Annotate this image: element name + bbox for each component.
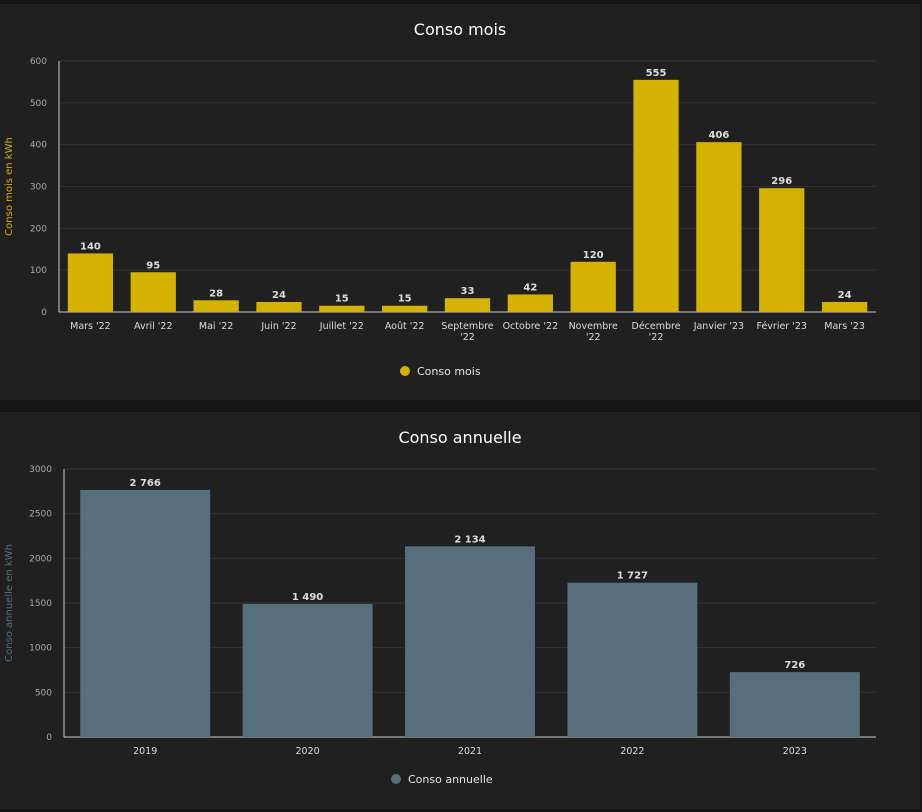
legend-label: Conso mois [417, 365, 481, 378]
y-tick-label: 400 [30, 141, 47, 151]
y-tick-label: 1000 [29, 644, 52, 654]
x-tick-label: Décembre [632, 321, 681, 332]
y-tick-label: 0 [41, 308, 47, 318]
data-label: 24 [272, 290, 286, 301]
y-tick-label: 2000 [29, 554, 52, 564]
data-label: 33 [461, 286, 475, 297]
chart-title: Conso mois [414, 20, 506, 39]
data-label: 406 [708, 130, 729, 141]
x-tick-label: Janvier '23 [693, 321, 744, 332]
data-label: 296 [771, 176, 792, 187]
monthly-chart-panel: Conso mois Conso mois en kWh 0 100 200 300 400… [0, 4, 920, 400]
y-axis-label: Conso annuelle en kWh [4, 544, 15, 662]
bar[interactable] [821, 301, 868, 312]
bar[interactable] [80, 489, 211, 737]
x-tick-label: Juin '22 [260, 321, 296, 332]
data-label: 140 [80, 241, 101, 252]
bar[interactable] [633, 79, 679, 312]
x-tick-label: '22 [649, 332, 664, 343]
y-tick-label: 3000 [29, 465, 52, 475]
data-label: 555 [646, 68, 667, 79]
x-tick-label: 2019 [133, 746, 157, 757]
legend-label: Conso annuelle [408, 773, 493, 786]
x-tick-label: 2022 [620, 746, 644, 757]
data-label: 15 [398, 294, 412, 305]
y-tick-label: 500 [30, 99, 47, 109]
data-label: 24 [838, 290, 852, 301]
y-tick-label: 1500 [29, 599, 52, 609]
bar[interactable] [67, 253, 114, 312]
x-tick-label: Avril '22 [134, 321, 172, 332]
bar[interactable] [696, 142, 742, 312]
x-tick-label: Août '22 [385, 321, 425, 332]
x-tick-label: 2021 [458, 746, 482, 757]
legend-item[interactable]: Conso mois [400, 365, 481, 378]
x-tick-label: Juillet '22 [319, 321, 364, 332]
x-tick-label: Février '23 [757, 321, 807, 332]
legend-marker [400, 366, 410, 376]
data-label: 1 727 [617, 571, 648, 582]
bar[interactable] [242, 603, 373, 737]
data-label: 95 [146, 260, 160, 271]
bar[interactable] [382, 305, 428, 312]
legend-item[interactable]: Conso annuelle [391, 773, 493, 786]
y-tick-label: 500 [35, 688, 52, 698]
y-tick-label: 0 [46, 733, 52, 743]
x-tick-label: '22 [460, 332, 475, 343]
yearly-chart: Conso annuelle Conso annuelle en kWh 0 500 1… [4, 428, 876, 786]
x-tick-label: Novembre [569, 321, 618, 332]
data-label: 120 [583, 250, 604, 261]
bar[interactable] [729, 672, 860, 737]
y-axis-label: Conso mois en kWh [4, 137, 15, 236]
x-tick-label: Septembre [441, 321, 493, 332]
bar[interactable] [444, 298, 491, 312]
x-tick-label: Mars '23 [824, 321, 865, 332]
chart-title: Conso annuelle [398, 428, 521, 447]
data-label: 42 [523, 282, 537, 293]
bar[interactable] [193, 300, 239, 312]
bar[interactable] [507, 294, 553, 312]
bar[interactable] [570, 261, 616, 312]
data-label: 1 490 [292, 592, 323, 603]
monthly-chart: Conso mois Conso mois en kWh 0 100 200 300 400… [4, 20, 876, 378]
y-tick-label: 600 [30, 57, 47, 67]
bar[interactable] [319, 305, 365, 312]
x-tick-label: 2020 [296, 746, 320, 757]
y-tick-label: 2500 [29, 510, 52, 520]
data-label: 726 [784, 660, 805, 671]
bar[interactable] [567, 582, 698, 737]
data-label: 28 [209, 288, 223, 299]
y-tick-label: 300 [30, 183, 47, 193]
bar[interactable] [405, 546, 535, 737]
x-tick-label: Mai '22 [199, 321, 233, 332]
y-tick-label: 100 [30, 266, 47, 276]
y-tick-label: 200 [30, 224, 47, 234]
data-label: 2 766 [130, 478, 161, 489]
yearly-chart-panel: Conso annuelle Conso annuelle en kWh 0 500 1… [0, 412, 920, 809]
x-tick-label: '22 [586, 332, 601, 343]
x-tick-label: Octobre '22 [503, 321, 559, 332]
data-label: 15 [335, 294, 349, 305]
bar[interactable] [759, 188, 805, 312]
bar[interactable] [256, 301, 302, 312]
x-tick-label: 2023 [783, 746, 807, 757]
data-label: 2 134 [454, 534, 485, 545]
x-tick-label: Mars '22 [70, 321, 111, 332]
legend-marker [391, 774, 401, 784]
bar[interactable] [130, 272, 176, 312]
